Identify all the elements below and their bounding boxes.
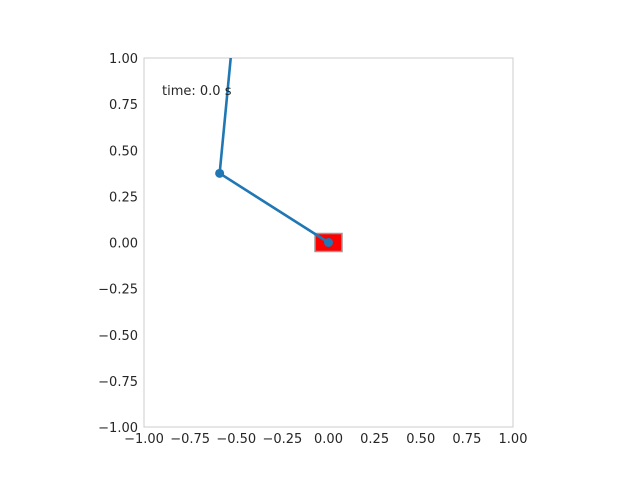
x-tick-label: 0.25: [360, 432, 389, 447]
y-tick-label: 0.00: [109, 237, 138, 252]
x-tick-label: 0.50: [406, 432, 435, 447]
y-tick-label: 0.25: [109, 190, 138, 205]
y-tick-label: 0.75: [109, 98, 138, 113]
elbow-joint: [215, 168, 225, 178]
y-tick-label: −0.25: [98, 283, 138, 298]
y-tick-label: −0.75: [98, 375, 138, 390]
x-tick-label: 1.00: [499, 432, 528, 447]
plot-area: −1.00 −0.75 −0.50 −0.25 0.00 0.25 0.50 0.75 1.00…: [98, 52, 527, 447]
y-tick-label: −1.00: [98, 421, 138, 436]
y-tick-label: 0.50: [109, 144, 138, 159]
x-tick-label: −1.00: [124, 432, 164, 447]
x-tick-label: 0.75: [452, 432, 481, 447]
time-readout: time: 0.0 s: [162, 84, 232, 99]
x-tick-label: −0.75: [170, 432, 210, 447]
y-tick-label: −0.50: [98, 329, 138, 344]
x-tick-label: 0.00: [314, 432, 343, 447]
pivot-joint: [324, 238, 333, 247]
y-tick-label: 1.00: [109, 52, 138, 67]
x-tick-label: −0.25: [262, 432, 302, 447]
x-tick-label: −0.50: [216, 432, 256, 447]
